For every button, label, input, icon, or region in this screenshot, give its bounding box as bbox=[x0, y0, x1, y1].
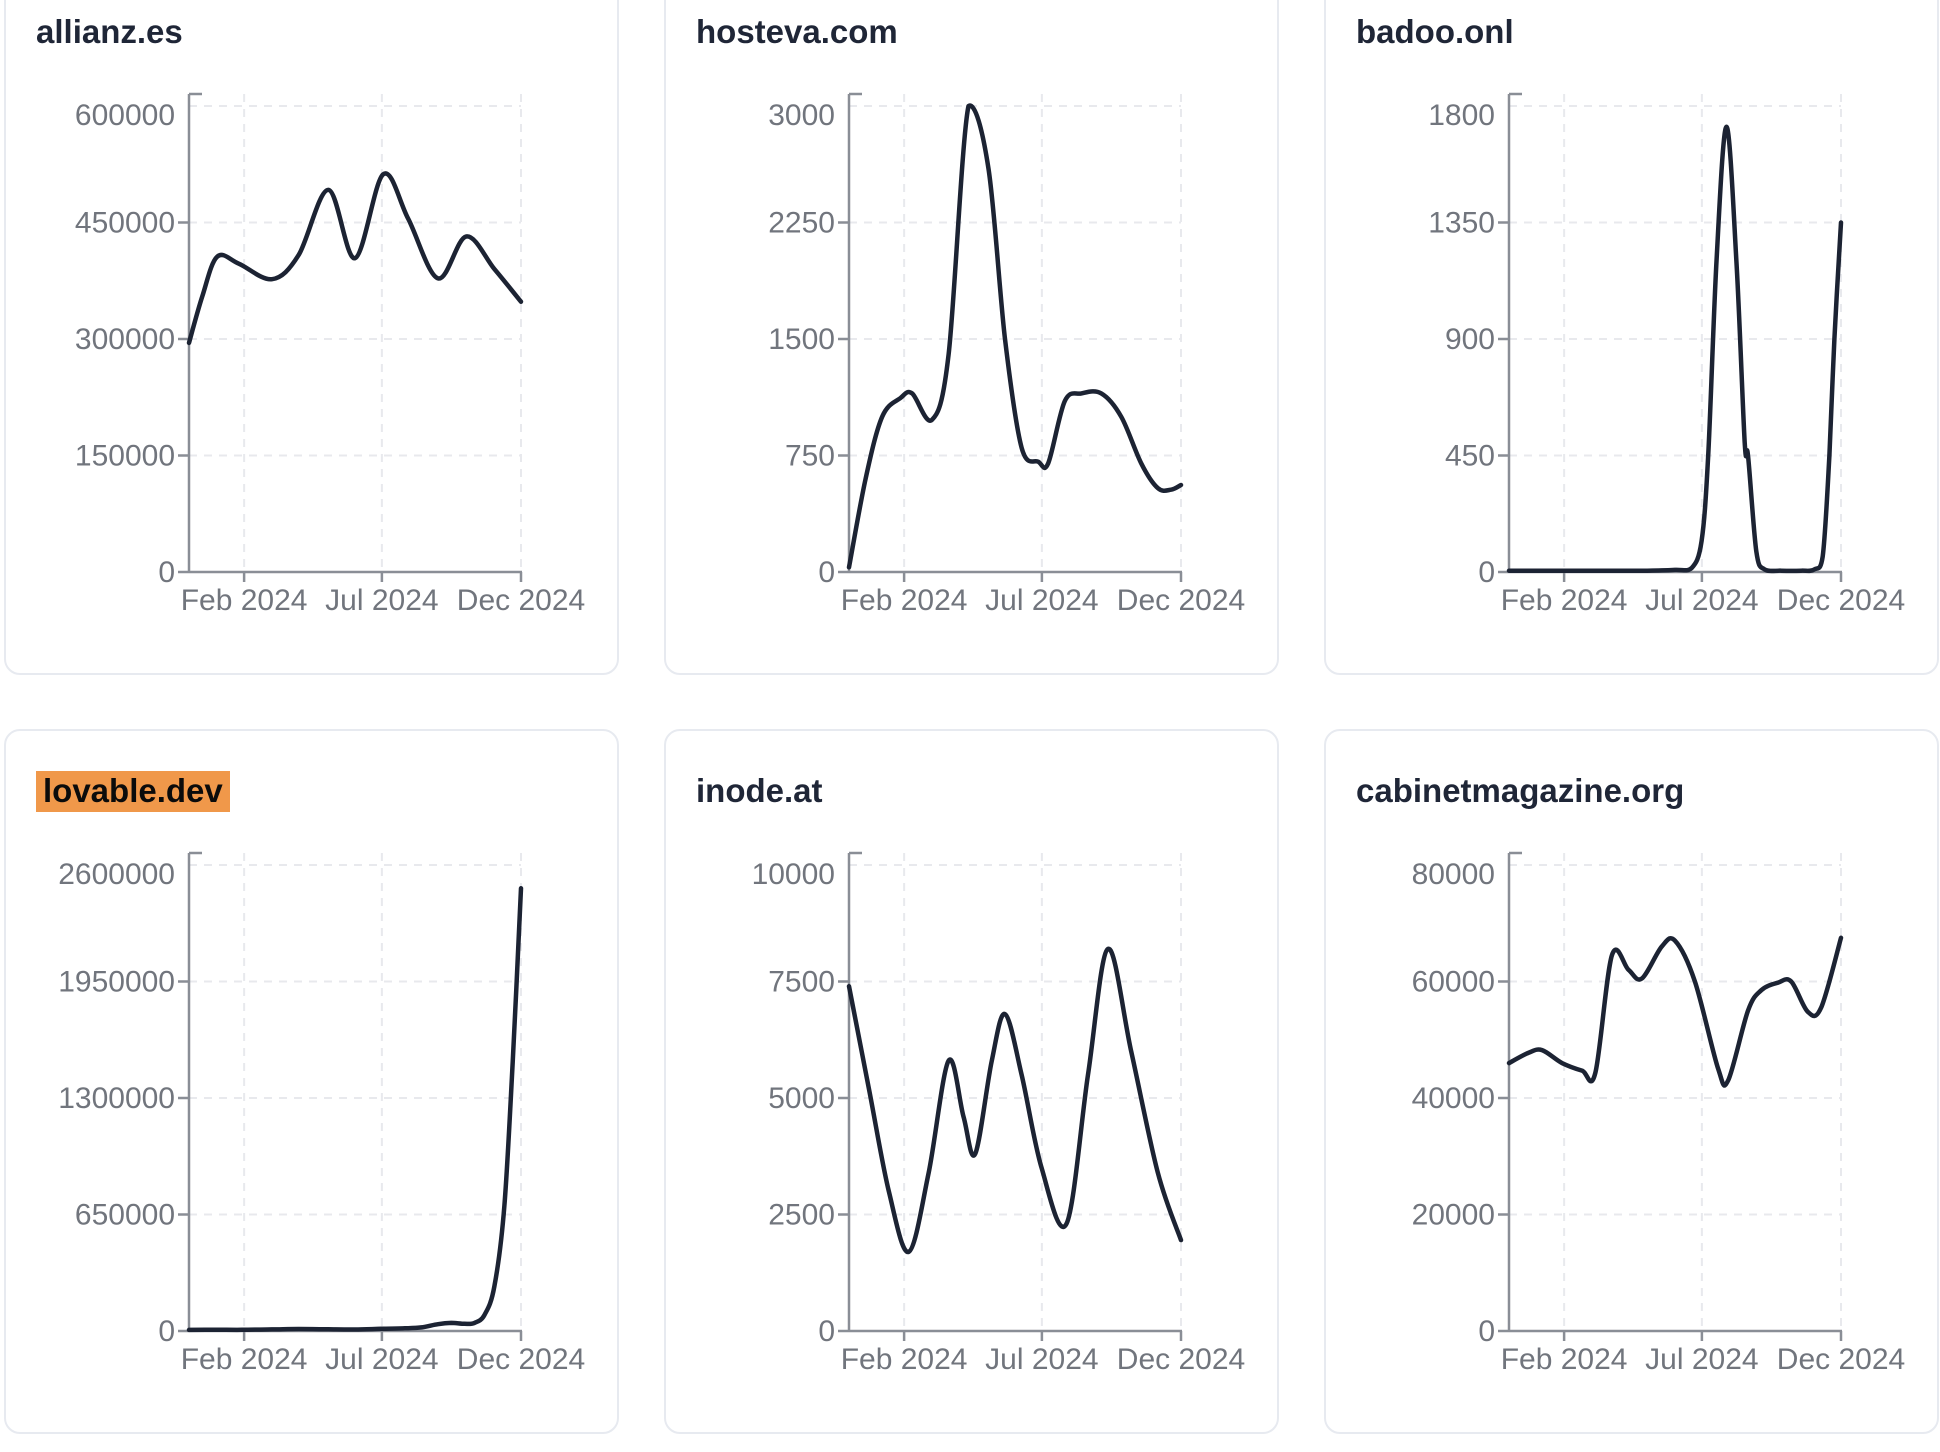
x-axis-tick-label: Dec 2024 bbox=[457, 1343, 585, 1376]
y-axis-tick-label: 20000 bbox=[1412, 1199, 1495, 1232]
chart-title: hosteva.com bbox=[696, 13, 898, 50]
y-axis-tick-label: 40000 bbox=[1412, 1082, 1495, 1115]
y-axis-tick-label: 2250 bbox=[768, 207, 835, 240]
series-line bbox=[1506, 124, 1844, 574]
y-axis-tick-label: 60000 bbox=[1412, 966, 1495, 999]
y-axis-tick-label: 450000 bbox=[75, 207, 175, 240]
highlighted-title: lovable.dev bbox=[36, 771, 230, 812]
y-axis-tick-label: 0 bbox=[1478, 1315, 1495, 1348]
y-axis-tick-label: 0 bbox=[818, 1315, 835, 1348]
y-axis-tick-label: 900 bbox=[1445, 323, 1495, 356]
line-chart-canvas: 0 2500 5000 7500 10000 Feb 2024 Jul 2024 Dec 20… bbox=[752, 851, 1245, 1376]
chart-title: cabinetmagazine.org bbox=[1356, 772, 1685, 809]
x-axis-tick-label: Feb 2024 bbox=[841, 584, 968, 617]
y-axis-tick-label: 10000 bbox=[752, 858, 835, 891]
line-chart-canvas: 0 750 1500 2250 3000 Feb 2024 Jul 2024 Dec 2024 bbox=[768, 92, 1245, 617]
chart-card-hosteva: hosteva.com 0 750 1500 2250 3000 Feb 2024 Jul … bbox=[664, 0, 1279, 675]
x-axis-tick-label: Dec 2024 bbox=[457, 584, 585, 617]
x-axis-tick-label: Feb 2024 bbox=[181, 584, 308, 617]
y-axis-tick-label: 0 bbox=[818, 556, 835, 589]
y-axis-tick-label: 0 bbox=[158, 1315, 175, 1348]
chart-card-inode: inode.at 0 2500 5000 7500 10000 Feb 2024 Jul 2… bbox=[664, 729, 1279, 1434]
x-axis-tick-label: Feb 2024 bbox=[181, 1343, 308, 1376]
series-line bbox=[1506, 935, 1844, 1088]
y-axis-tick-label: 1800 bbox=[1428, 99, 1495, 132]
chart-card-cabinetmagazine: cabinetmagazine.org 0 20000 40000 60000 8000… bbox=[1324, 729, 1939, 1434]
y-axis-tick-label: 2600000 bbox=[58, 858, 175, 891]
chart-title: allianz.es bbox=[36, 13, 183, 50]
y-axis-tick-label: 1300000 bbox=[58, 1082, 175, 1115]
chart-card-badoo: badoo.onl 0 450 900 1350 1800 Feb 2024 Jul 202… bbox=[1324, 0, 1939, 675]
line-chart-canvas: 0 150000 300000 450000 600000 Feb 2024 Jul 202… bbox=[75, 92, 585, 617]
chart-title: inode.at bbox=[696, 772, 823, 809]
x-axis-tick-label: Feb 2024 bbox=[841, 1343, 968, 1376]
chart-card-lovable: lovable.dev 0 650000 1300000 1950000 2600000… bbox=[4, 729, 619, 1434]
line-chart-canvas: 0 650000 1300000 1950000 2600000 Feb 2024 Jul … bbox=[58, 851, 585, 1376]
series-line bbox=[186, 171, 524, 346]
x-axis-tick-label: Dec 2024 bbox=[1777, 584, 1905, 617]
x-axis-tick-label: Jul 2024 bbox=[325, 1343, 438, 1376]
chart-title: badoo.onl bbox=[1356, 13, 1514, 50]
line-chart-canvas: 0 450 900 1350 1800 Feb 2024 Jul 2024 Dec 2024 bbox=[1428, 92, 1905, 617]
x-axis-tick-label: Dec 2024 bbox=[1117, 1343, 1245, 1376]
series-line bbox=[186, 886, 524, 1333]
y-axis-tick-label: 750 bbox=[785, 440, 835, 473]
x-axis-tick-label: Feb 2024 bbox=[1501, 584, 1628, 617]
y-axis-tick-label: 1350 bbox=[1428, 207, 1495, 240]
x-axis-tick-label: Dec 2024 bbox=[1777, 1343, 1905, 1376]
y-axis-tick-label: 80000 bbox=[1412, 858, 1495, 891]
x-axis-tick-label: Jul 2024 bbox=[985, 584, 1098, 617]
x-axis-tick-label: Dec 2024 bbox=[1117, 584, 1245, 617]
series-line bbox=[846, 103, 1184, 570]
x-axis-tick-label: Jul 2024 bbox=[1645, 584, 1758, 617]
y-axis-tick-label: 1500 bbox=[768, 323, 835, 356]
y-axis-tick-label: 1950000 bbox=[58, 966, 175, 999]
x-axis-tick-label: Jul 2024 bbox=[985, 1343, 1098, 1376]
y-axis-tick-label: 0 bbox=[158, 556, 175, 589]
y-axis-tick-label: 450 bbox=[1445, 440, 1495, 473]
line-chart-canvas: 0 20000 40000 60000 80000 Feb 2024 Jul 2024 Dec… bbox=[1412, 851, 1905, 1376]
y-axis-tick-label: 600000 bbox=[75, 99, 175, 132]
y-axis-tick-label: 3000 bbox=[768, 99, 835, 132]
y-axis-tick-label: 650000 bbox=[75, 1199, 175, 1232]
y-axis-tick-label: 300000 bbox=[75, 323, 175, 356]
y-axis-tick-label: 7500 bbox=[768, 966, 835, 999]
x-axis-tick-label: Feb 2024 bbox=[1501, 1343, 1628, 1376]
x-axis-tick-label: Jul 2024 bbox=[325, 584, 438, 617]
series-line bbox=[846, 946, 1184, 1255]
y-axis-tick-label: 2500 bbox=[768, 1199, 835, 1232]
chart-title: lovable.dev bbox=[36, 771, 230, 812]
y-axis-tick-label: 5000 bbox=[768, 1082, 835, 1115]
y-axis-tick-label: 0 bbox=[1478, 556, 1495, 589]
chart-card-allianz: allianz.es 0 150000 300000 450000 600000 Feb … bbox=[4, 0, 619, 675]
x-axis-tick-label: Jul 2024 bbox=[1645, 1343, 1758, 1376]
y-axis-tick-label: 150000 bbox=[75, 440, 175, 473]
